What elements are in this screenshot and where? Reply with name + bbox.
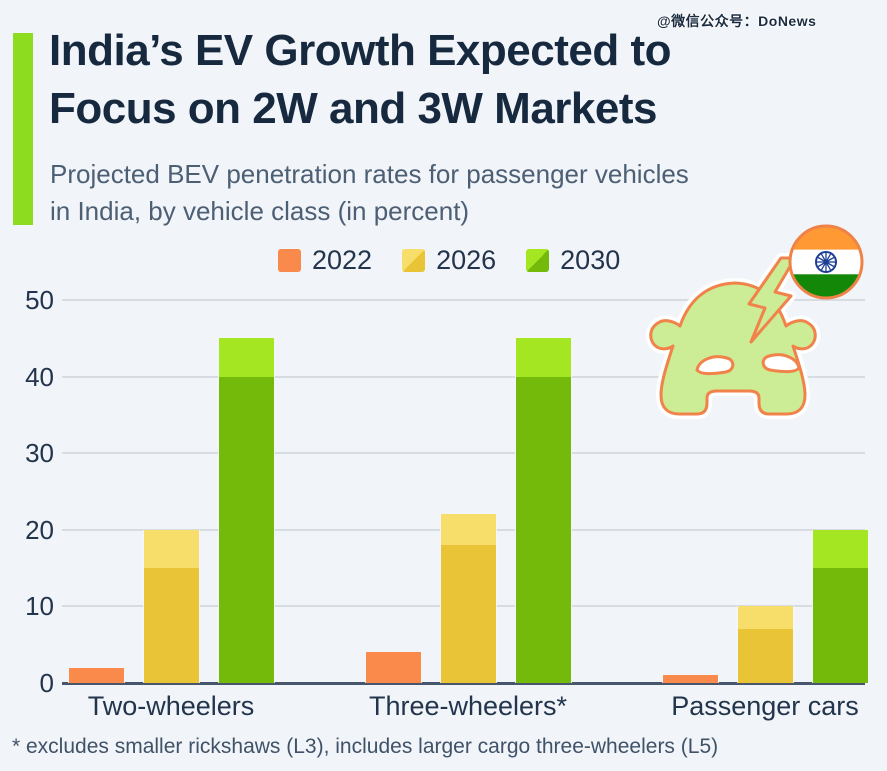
legend-label-2030: 2030 xyxy=(560,245,621,275)
y-tick-label-20: 20 xyxy=(25,514,54,545)
page-title: India’s EV Growth Expected to Focus on 2… xyxy=(49,22,859,138)
gridline-40 xyxy=(62,375,865,378)
legend-item-2026: 2026 xyxy=(402,245,496,276)
bar-2030-two-wheelers-high xyxy=(218,338,274,377)
bar-2030-three-wheelers-high xyxy=(515,338,571,377)
y-tick-label-0: 0 xyxy=(39,668,54,698)
car-headlight-right xyxy=(761,353,801,374)
chart-subtitle: Projected BEV penetration rates for pass… xyxy=(50,156,850,230)
bar-2026-passenger-cars-low xyxy=(737,629,793,683)
bar-2022-two-wheelers xyxy=(68,667,124,683)
bar-2026-two-wheelers-high xyxy=(143,529,199,569)
legend-item-2030: 2030 xyxy=(526,245,620,276)
y-tick-label-30: 30 xyxy=(25,438,54,469)
legend-swatch-2026 xyxy=(402,249,426,272)
title-accent-bar xyxy=(13,33,33,225)
electric-car-with-lightning-bolt-and-india-flag-icon xyxy=(645,224,864,419)
x-axis-label-three-wheelers: Three-wheelers* xyxy=(368,691,568,721)
bar-2030-two-wheelers-low xyxy=(218,376,274,683)
car-headlight-left xyxy=(695,355,735,376)
x-axis-label-two-wheelers: Two-wheelers xyxy=(87,691,255,721)
chart-legend: 2022 2026 2030 xyxy=(278,245,620,276)
bar-2026-two-wheelers-low xyxy=(143,568,199,683)
y-tick-label-40: 40 xyxy=(25,361,54,392)
subtitle-line-2: in India, by vehicle class (in percent) xyxy=(50,196,470,226)
legend-swatch-2022 xyxy=(278,249,301,272)
bar-2026-three-wheelers-low xyxy=(440,545,496,683)
legend-swatch-2030 xyxy=(526,249,550,272)
bar-2026-passenger-cars-high xyxy=(737,606,793,630)
footnote-text: * excludes smaller rickshaws (L3), inclu… xyxy=(12,735,719,758)
legend-item-2022: 2022 xyxy=(278,245,372,276)
gridline-30 xyxy=(62,452,865,455)
x-axis-label-passenger-cars: Passenger cars xyxy=(671,691,859,721)
y-tick-label-50: 50 xyxy=(25,285,54,315)
title-line-1: India’s EV Growth Expected to xyxy=(49,26,671,75)
y-tick-label-10: 10 xyxy=(25,591,54,622)
legend-label-2026: 2026 xyxy=(436,245,497,275)
bar-2030-three-wheelers-low xyxy=(515,376,571,683)
bar-2026-three-wheelers-high xyxy=(440,514,496,546)
x-axis-baseline xyxy=(62,682,865,685)
bar-2022-passenger-cars xyxy=(662,675,718,683)
subtitle-line-1: Projected BEV penetration rates for pass… xyxy=(50,159,689,189)
bar-2030-passenger-cars-low xyxy=(812,568,868,683)
legend-label-2022: 2022 xyxy=(312,245,373,275)
india-flag-icon xyxy=(788,224,864,300)
watermark-text: @微信公众号：DoNews xyxy=(657,13,817,29)
title-line-2: Focus on 2W and 3W Markets xyxy=(49,84,657,133)
bar-2030-passenger-cars-high xyxy=(812,529,868,569)
gridline-50 xyxy=(62,299,865,301)
bar-2022-three-wheelers xyxy=(365,652,421,683)
